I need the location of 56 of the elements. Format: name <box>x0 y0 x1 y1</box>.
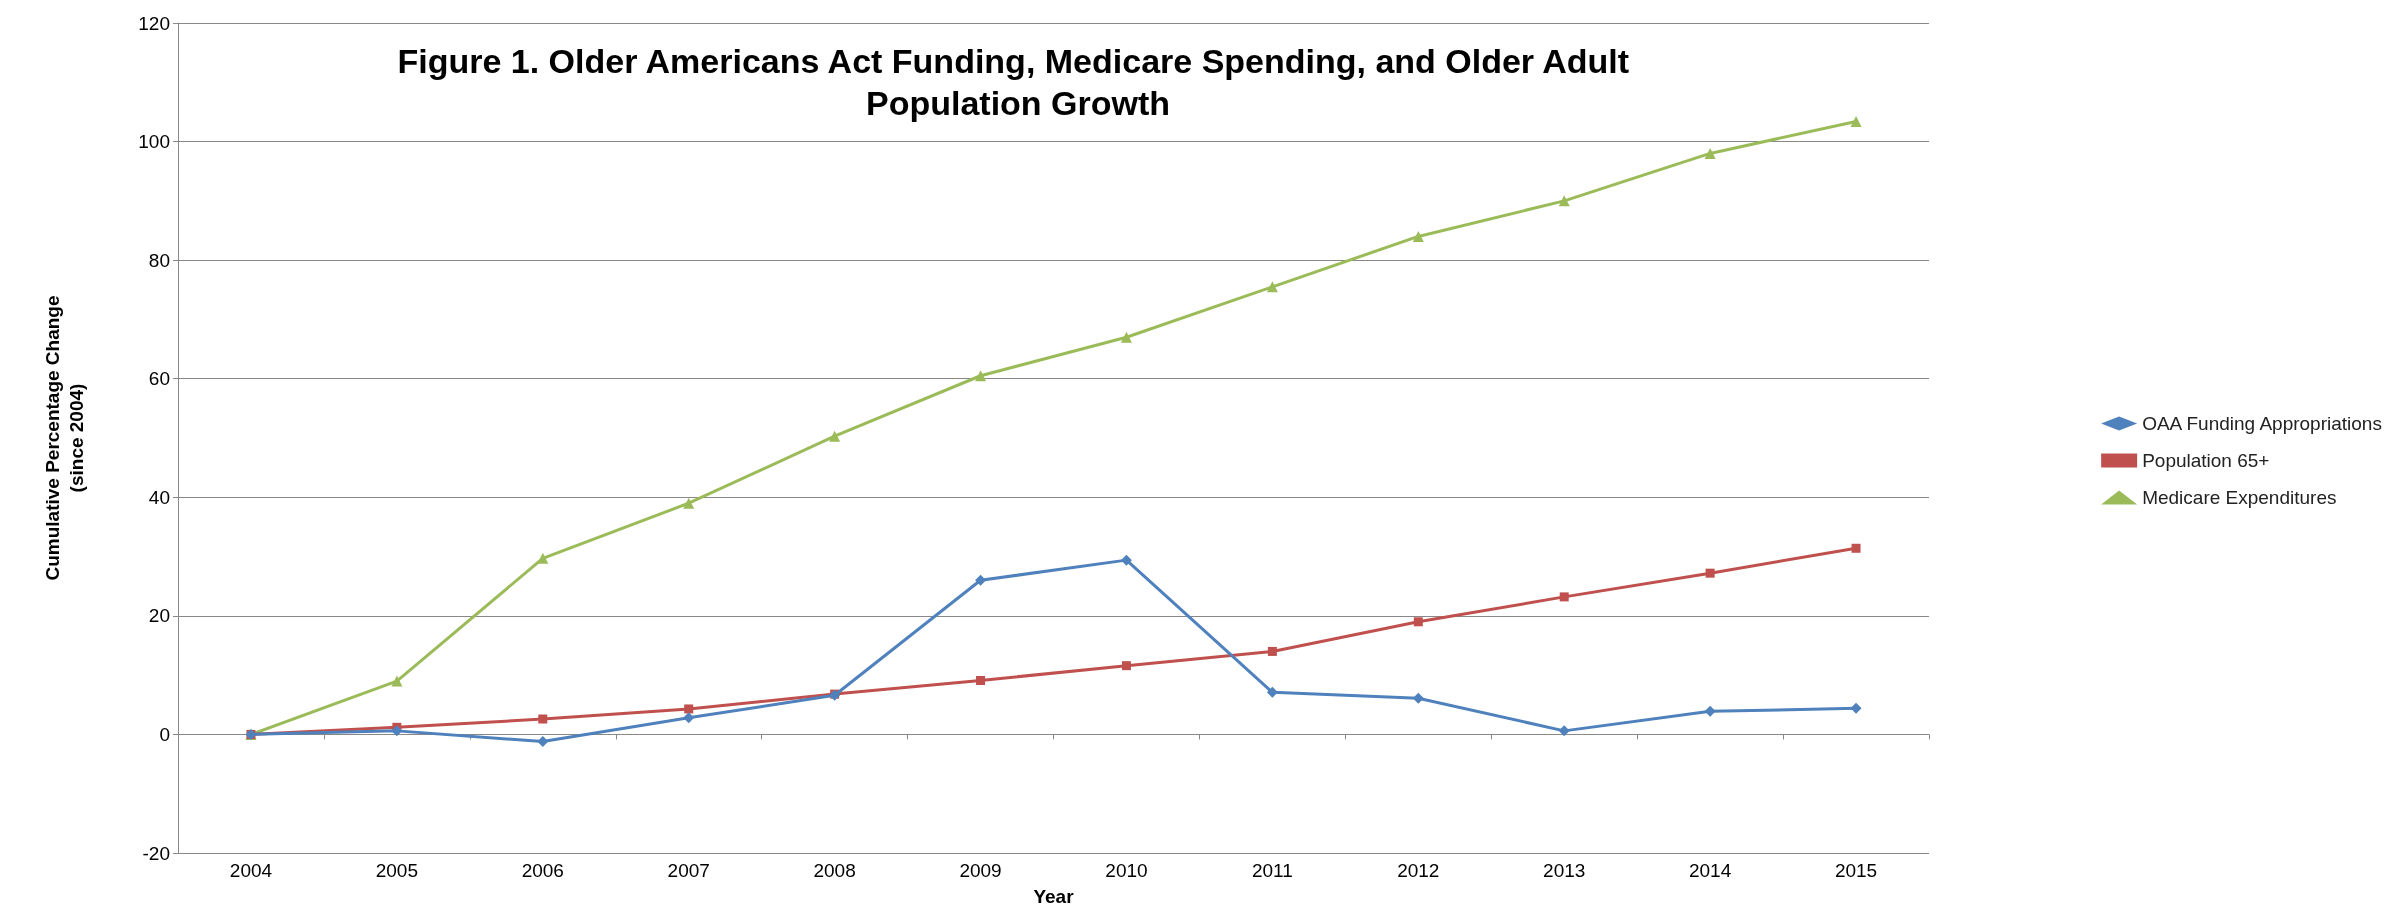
point <box>1267 646 1277 656</box>
y-axis-title: Cumulative Percentage Change (since 2004) <box>41 295 87 581</box>
x-axis-title: Year <box>1033 886 1075 907</box>
point <box>684 704 694 714</box>
point <box>1704 705 1716 717</box>
y-tick-label: 20 <box>148 605 170 627</box>
point <box>1266 686 1278 698</box>
point <box>1851 543 1861 553</box>
x-tick-label: 2010 <box>1105 860 1148 881</box>
point <box>1559 592 1569 602</box>
legend-label: Medicare Expenditures <box>2142 487 2337 508</box>
x-tick-label: 2014 <box>1688 860 1732 881</box>
legend-label: Population 65+ <box>2142 450 2270 471</box>
point <box>1850 702 1862 714</box>
y-tick-label: 0 <box>159 723 170 745</box>
x-tick-label: 2012 <box>1397 860 1440 881</box>
y-tick-label: 40 <box>148 486 170 508</box>
point <box>829 430 841 442</box>
x-tick-label: 2005 <box>375 860 419 881</box>
point <box>391 675 403 687</box>
point <box>1121 661 1131 671</box>
point <box>1412 692 1424 704</box>
point <box>538 714 548 724</box>
point <box>1705 568 1715 578</box>
point <box>1704 147 1716 159</box>
x-tick-label: 2011 <box>1251 860 1293 881</box>
point <box>683 712 695 724</box>
x-tick-label: 2004 <box>229 860 273 881</box>
x-tick-label: 2009 <box>959 860 1002 881</box>
point <box>537 552 549 564</box>
x-tick-label: 2008 <box>813 860 856 881</box>
point <box>1413 617 1423 627</box>
point <box>975 574 987 586</box>
y-tick-label: 100 <box>138 131 170 153</box>
point <box>1850 115 1862 127</box>
point <box>1266 281 1278 293</box>
text: Figure 1. Older Americans Act Funding, Medicare Spending, and Older Adult Population Growth <box>397 42 1639 122</box>
point <box>537 736 549 748</box>
legend-label: OAA Funding Appropriations <box>2142 413 2382 434</box>
point <box>1120 331 1132 343</box>
point <box>1412 230 1424 242</box>
point <box>391 725 403 737</box>
point <box>1558 195 1570 207</box>
point <box>975 370 987 382</box>
point <box>1120 554 1132 566</box>
y-tick-label: 60 <box>148 368 170 390</box>
point <box>1558 725 1570 737</box>
point <box>976 675 986 685</box>
x-tick-label: 2007 <box>667 860 710 881</box>
x-tick-label: 2015 <box>1834 860 1878 881</box>
point <box>683 497 695 509</box>
x-tick-label: 2006 <box>521 860 564 881</box>
y-tick-label: 80 <box>148 249 170 271</box>
x-tick-label: 2013 <box>1543 860 1586 881</box>
y-tick-label: -20 <box>142 842 170 864</box>
y-tick-label: 120 <box>138 12 170 34</box>
